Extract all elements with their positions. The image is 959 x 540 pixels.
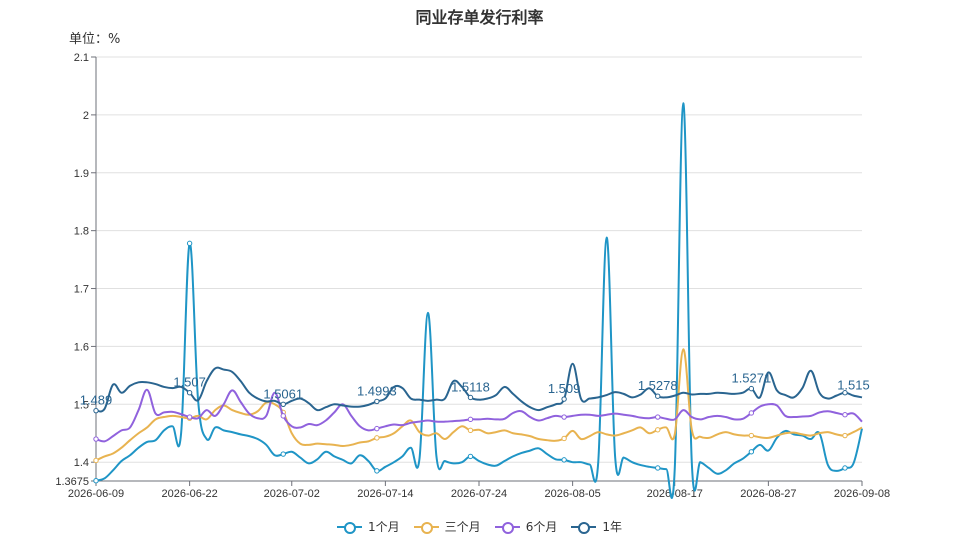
data-label: 1.5118 [451,379,490,394]
series-6month-point [748,410,755,416]
x-tick-label: 2026-06-22 [161,488,217,500]
series-6month-line [95,388,863,443]
y-tick-label: 1.6 [74,341,89,353]
data-label: 1.509 [548,381,581,396]
series-1month-point [655,465,661,471]
x-tick-label: 2026-07-24 [451,488,507,500]
legend-label: 1个月 [368,520,400,534]
y-tick-label: 2.1 [74,52,89,64]
series-1month-point [561,457,567,463]
legend: 1个月 三个月 6个月 1年 [0,518,959,535]
legend-marker-icon [494,520,520,534]
legend-item-1month[interactable]: 1个月 [337,518,400,535]
series-1year-point [561,396,567,402]
x-tick-label: 2026-09-08 [834,488,890,500]
data-label: 1.515 [837,378,870,393]
series-1year-point [280,401,286,408]
point-labels: 1.489 1.507 1.5061 1.4993 1.5118 1.509 1.5278 1… [80,371,870,408]
series-6month-point [842,412,848,418]
data-label: 1.507 [173,375,206,390]
series-1month-point [374,468,380,474]
series-1year-point [93,407,99,414]
series-1month-point [842,465,848,471]
legend-marker-icon [337,520,363,534]
x-tick-label: 2026-08-27 [740,488,796,500]
series-3month-point [655,427,661,433]
y-tick-label: 1.5 [74,399,89,411]
chart-title: 同业存单发行利率 [415,8,544,27]
series-3month-line [95,348,863,462]
series-6month-point [655,414,661,420]
series-1year-point [655,393,661,399]
data-label: 1.5061 [263,386,303,401]
data-label: 1.5271 [731,371,771,386]
legend-label: 6个月 [525,520,558,534]
series-6month-point [467,416,474,423]
x-tick-label: 2026-07-02 [264,488,320,500]
y-tick-label: 1.3675 [55,476,89,488]
y-tick-label: 1.8 [74,226,89,238]
unit-label: 单位：% [69,32,121,47]
series-1year-point [842,390,848,396]
legend-item-1year[interactable]: 1年 [571,518,622,535]
x-tick-label: 2026-08-17 [647,488,703,500]
legend-item-3month[interactable]: 三个月 [413,518,481,535]
series-1month-point [93,478,99,484]
series-3month-point [93,457,99,464]
series-3month-point [374,435,380,441]
legend-marker-icon [571,520,597,534]
legend-label: 1年 [602,520,622,534]
axes: 1.3675 1.4 1.5 1.6 1.7 1.8 1.9 2 2.1 2026-06-09 20… [55,52,890,500]
series-1year-line [95,362,863,413]
legend-label: 三个月 [444,520,481,534]
series-lines [93,102,863,499]
series-6month-point [280,413,286,419]
series-1year-point [186,390,193,396]
data-label: 1.5278 [638,378,678,393]
series-6month-point [561,414,567,420]
series-1year-point [748,385,755,392]
series-3month-point [561,435,567,442]
series-1month-line [95,102,863,499]
y-tick-label: 1.9 [74,168,89,180]
series-1month-point [186,240,193,247]
legend-marker-icon [413,520,439,534]
series-1month-point [280,451,286,457]
series-6month-point [93,436,99,442]
y-tick-label: 2 [83,110,89,122]
series-3month-point [748,432,755,439]
series-1month-point [748,449,755,455]
legend-item-6month[interactable]: 6个月 [494,518,558,535]
series-1year-point [467,394,474,401]
data-label: 1.489 [80,393,113,408]
y-tick-label: 1.7 [74,284,89,296]
x-tick-label: 2026-07-14 [357,488,413,500]
y-tick-label: 1.4 [74,457,89,469]
data-label: 1.4993 [357,383,397,398]
series-3month-point [842,432,848,439]
series-1month-point [467,453,474,460]
x-tick-label: 2026-08-05 [544,488,600,500]
series-1year-point [374,398,380,405]
series-3month-point [467,427,474,434]
series-6month-point [186,414,193,420]
series-6month-point [374,425,380,432]
x-tick-label: 2026-06-09 [68,488,124,500]
